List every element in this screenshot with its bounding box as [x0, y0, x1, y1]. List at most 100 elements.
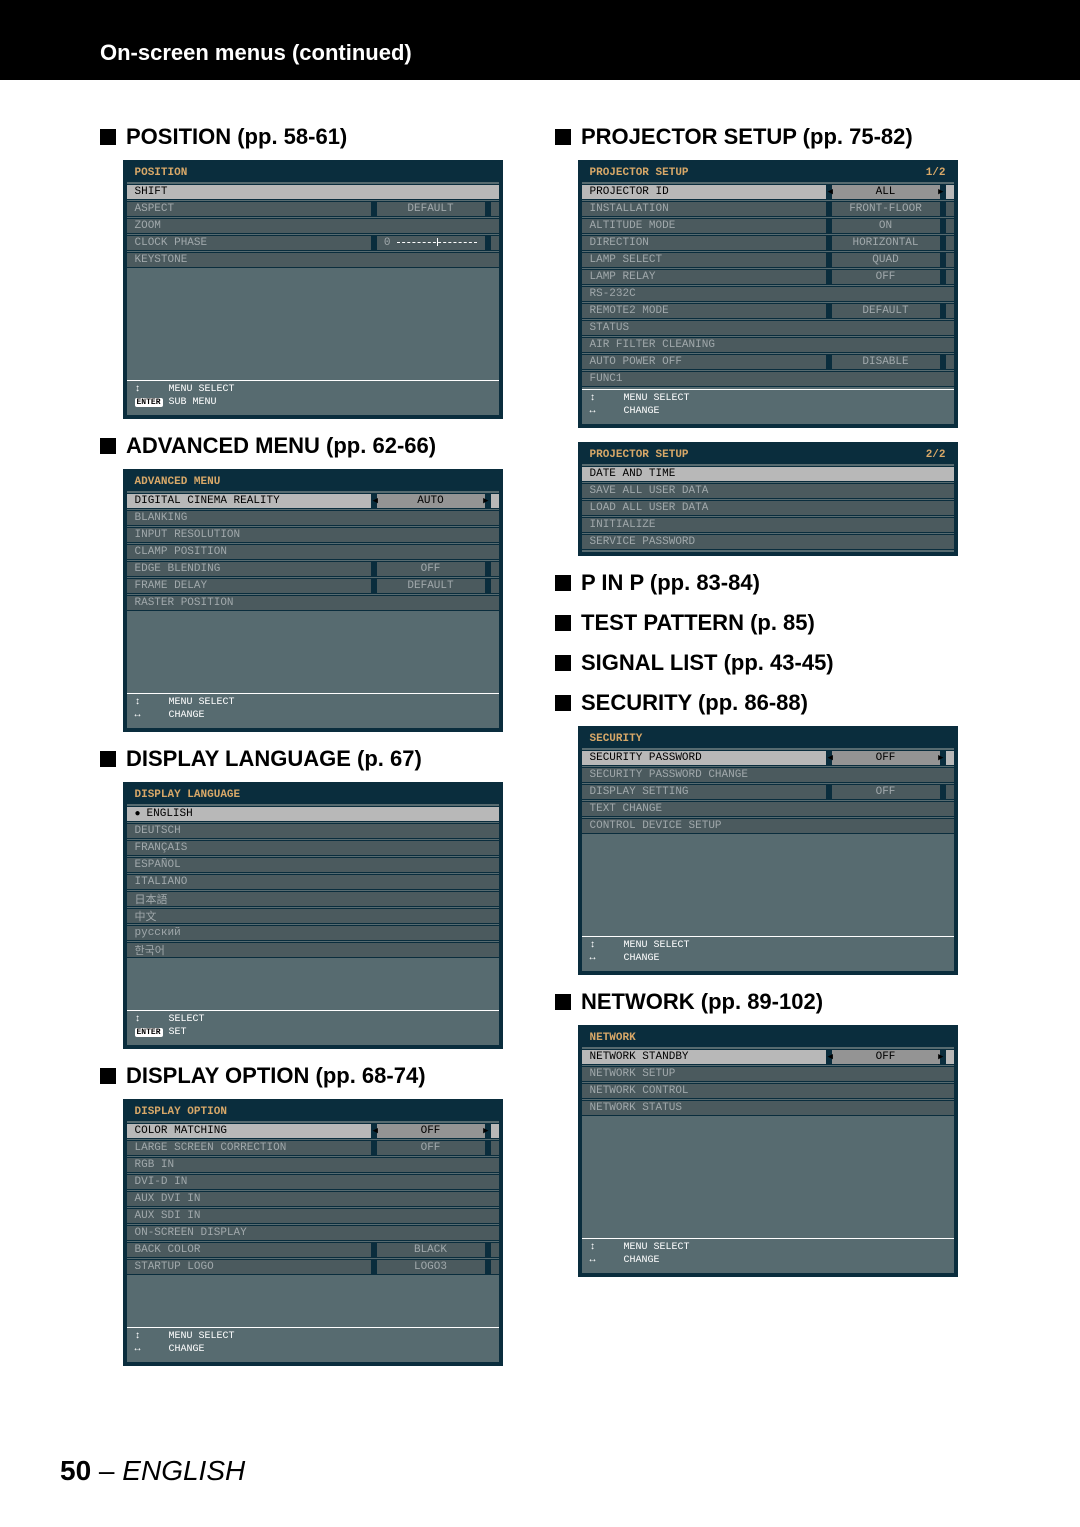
menu-row[interactable]: RGB IN: [127, 1157, 499, 1173]
menu-row[interactable]: 中文: [127, 908, 499, 924]
row-label: DATE AND TIME: [590, 468, 946, 480]
menu-row[interactable]: SECURITY PASSWORD CHANGE: [582, 767, 954, 783]
menu-foot: ↕ MENU SELECT↔ CHANGE: [127, 1327, 499, 1362]
row-label: PROJECTOR ID: [590, 186, 826, 198]
arrow-right-icon: ▶: [938, 1052, 943, 1062]
menu-row[interactable]: ZOOM: [127, 218, 499, 234]
menu-row[interactable]: AIR FILTER CLEANING: [582, 337, 954, 353]
menu-row[interactable]: STARTUP LOGOLOGO3: [127, 1259, 499, 1275]
heading-display-option: DISPLAY OPTION (pp. 68-74): [100, 1063, 525, 1089]
menu-row[interactable]: FRAME DELAYDEFAULT: [127, 578, 499, 594]
menu-title: DISPLAY LANGUAGE: [127, 786, 499, 804]
menu-foot: ↕ SELECTENTER SET: [127, 1010, 499, 1045]
menu-row[interactable]: ESPAÑOL: [127, 857, 499, 873]
row-value: ◀AUTO▶: [371, 494, 491, 508]
menu-row[interactable]: COLOR MATCHING◀OFF▶: [127, 1123, 499, 1139]
menu-page: 2/2: [926, 449, 946, 461]
foot-line: ↕ MENU SELECT: [135, 383, 491, 396]
menu-row[interactable]: DVI-D IN: [127, 1174, 499, 1190]
row-label: NETWORK STATUS: [590, 1102, 946, 1114]
menu-row[interactable]: FRANÇAIS: [127, 840, 499, 856]
slider-icon: [397, 238, 477, 246]
menu-row[interactable]: DISPLAY SETTINGOFF: [582, 784, 954, 800]
menu-row[interactable]: CONTROL DEVICE SETUP: [582, 818, 954, 834]
arrow-left-icon: ◀: [828, 1052, 833, 1062]
menu-row[interactable]: LARGE SCREEN CORRECTIONOFF: [127, 1140, 499, 1156]
menu-row[interactable]: SHIFT: [127, 184, 499, 200]
foot-text: MENU SELECT: [624, 1242, 690, 1253]
menu-row[interactable]: SAVE ALL USER DATA: [582, 483, 954, 499]
row-label: FRANÇAIS: [135, 842, 491, 854]
menu-row[interactable]: REMOTE2 MODEDEFAULT: [582, 303, 954, 319]
menu-row[interactable]: AUTO POWER OFFDISABLE: [582, 354, 954, 370]
menu-row[interactable]: LAMP SELECTQUAD: [582, 252, 954, 268]
menu-row[interactable]: EDGE BLENDINGOFF: [127, 561, 499, 577]
menu-language: DISPLAY LANGUAGE ● ENGLISHDEUTSCH FRANÇAIS…: [123, 782, 503, 1049]
menu-row[interactable]: INSTALLATIONFRONT-FLOOR: [582, 201, 954, 217]
menu-row[interactable]: SERVICE PASSWORD: [582, 534, 954, 550]
heading-pinp: P IN P (pp. 83-84): [555, 570, 980, 596]
menu-row[interactable]: RS-232C: [582, 286, 954, 302]
menu-row[interactable]: ASPECTDEFAULT: [127, 201, 499, 217]
menu-row[interactable]: KEYSTONE: [127, 252, 499, 268]
menu-row[interactable]: BLANKING: [127, 510, 499, 526]
square-icon: [100, 1068, 116, 1084]
menu-row[interactable]: AUX DVI IN: [127, 1191, 499, 1207]
menu-title: NETWORK: [582, 1029, 954, 1047]
page-language: ENGLISH: [122, 1455, 245, 1486]
arrow-right-icon: ▶: [938, 187, 943, 197]
menu-rows: NETWORK STANDBY◀OFF▶NETWORK SETUPNETWORK…: [582, 1047, 954, 1118]
menu-rows: COLOR MATCHING◀OFF▶LARGE SCREEN CORRECTI…: [127, 1121, 499, 1277]
foot-text: CHANGE: [624, 1255, 660, 1266]
menu-row[interactable]: ALTITUDE MODEON: [582, 218, 954, 234]
menu-row[interactable]: SECURITY PASSWORD◀OFF▶: [582, 750, 954, 766]
row-label: REMOTE2 MODE: [590, 305, 826, 317]
arrow-icon: ↕: [135, 697, 163, 708]
menu-row[interactable]: 日本語: [127, 891, 499, 907]
menu-row[interactable]: русский: [127, 925, 499, 941]
row-label: русский: [135, 927, 491, 939]
row-value: OFF: [371, 1141, 491, 1155]
foot-line: ↔ CHANGE: [590, 1254, 946, 1267]
menu-row[interactable]: DIRECTIONHORIZONTAL: [582, 235, 954, 251]
row-label: EDGE BLENDING: [135, 563, 371, 575]
heading-text: POSITION (pp. 58-61): [126, 124, 347, 150]
menu-row[interactable]: NETWORK CONTROL: [582, 1083, 954, 1099]
menu-row[interactable]: ITALIANO: [127, 874, 499, 890]
foot-text: CHANGE: [169, 1344, 205, 1355]
menu-row[interactable]: CLAMP POSITION: [127, 544, 499, 560]
menu-row[interactable]: RASTER POSITION: [127, 595, 499, 611]
menu-row[interactable]: INPUT RESOLUTION: [127, 527, 499, 543]
menu-row[interactable]: AUX SDI IN: [127, 1208, 499, 1224]
menu-row[interactable]: PROJECTOR ID◀ALL▶: [582, 184, 954, 200]
row-value: OFF: [826, 270, 946, 284]
menu-row[interactable]: NETWORK STATUS: [582, 1100, 954, 1116]
row-label: FUNC1: [590, 373, 946, 385]
row-value: ◀ALL▶: [826, 185, 946, 199]
row-label: FRAME DELAY: [135, 580, 371, 592]
menu-row[interactable]: FUNC1: [582, 371, 954, 387]
menu-row[interactable]: NETWORK STANDBY◀OFF▶: [582, 1049, 954, 1065]
foot-line: ↕ MENU SELECT: [590, 939, 946, 952]
menu-rows: PROJECTOR ID◀ALL▶INSTALLATIONFRONT-FLOOR…: [582, 182, 954, 389]
menu-row[interactable]: DATE AND TIME: [582, 466, 954, 482]
menu-row[interactable]: BACK COLORBLACK: [127, 1242, 499, 1258]
menu-row[interactable]: LOAD ALL USER DATA: [582, 500, 954, 516]
menu-row[interactable]: LAMP RELAYOFF: [582, 269, 954, 285]
menu-row[interactable]: ON-SCREEN DISPLAY: [127, 1225, 499, 1241]
menu-row[interactable]: NETWORK SETUP: [582, 1066, 954, 1082]
menu-row[interactable]: CLOCK PHASE0: [127, 235, 499, 251]
row-label: 中文: [135, 908, 491, 924]
menu-row[interactable]: STATUS: [582, 320, 954, 336]
menu-row[interactable]: INITIALIZE: [582, 517, 954, 533]
menu-row[interactable]: 한국어: [127, 942, 499, 958]
menu-row[interactable]: DEUTSCH: [127, 823, 499, 839]
heading-text: DISPLAY OPTION (pp. 68-74): [126, 1063, 426, 1089]
menu-row[interactable]: ● ENGLISH: [127, 806, 499, 822]
heading-text: ADVANCED MENU (pp. 62-66): [126, 433, 436, 459]
arrow-icon: ↔: [590, 1255, 618, 1266]
arrow-right-icon: ▶: [483, 1126, 488, 1136]
menu-row[interactable]: TEXT CHANGE: [582, 801, 954, 817]
menu-row[interactable]: DIGITAL CINEMA REALITY◀AUTO▶: [127, 493, 499, 509]
menu-foot: ↕ MENU SELECT↔ CHANGE: [582, 936, 954, 971]
